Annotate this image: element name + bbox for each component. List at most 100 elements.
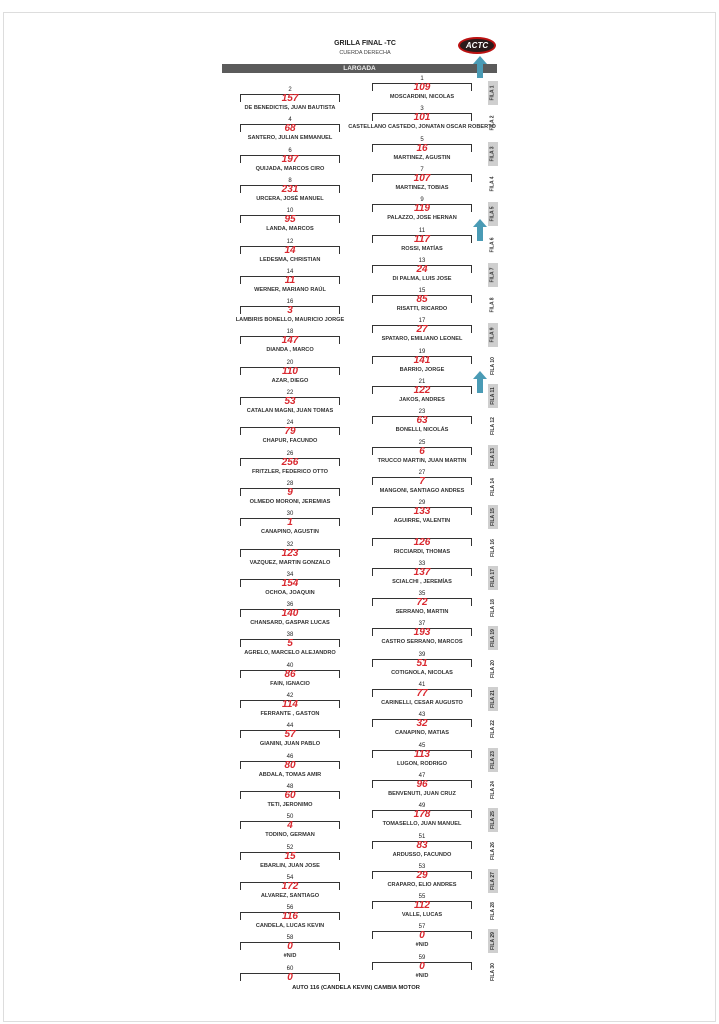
grid-position: 4 bbox=[288, 117, 292, 124]
grid-slot-right: 1 109 MOSCARDINI, NICOLAS bbox=[357, 76, 487, 106]
row-label: FILA 16 bbox=[488, 536, 498, 560]
grid-slot-left: 60 0 bbox=[225, 966, 355, 996]
slot-bracket bbox=[372, 810, 472, 819]
grid-slot-right: 59 0 #N/D bbox=[357, 955, 487, 985]
grid-slot-left: 12 14 LEDESMA, CHRISTIAN bbox=[225, 239, 355, 269]
grid-position: 5 bbox=[420, 136, 424, 143]
car-number: 0 bbox=[419, 930, 425, 942]
grid-position: 46 bbox=[286, 753, 294, 760]
car-number: 256 bbox=[281, 456, 299, 468]
grid-position: 47 bbox=[418, 772, 426, 779]
slot-bracket bbox=[372, 446, 472, 455]
grid-position: 25 bbox=[418, 439, 426, 446]
grid-position: 16 bbox=[286, 299, 294, 306]
car-number: 157 bbox=[281, 93, 299, 104]
row-label-text: FILA 5 bbox=[490, 206, 496, 222]
slot-bracket bbox=[240, 972, 340, 981]
car-number: 63 bbox=[416, 415, 428, 427]
car-number: 51 bbox=[416, 657, 428, 669]
car-number: 110 bbox=[282, 365, 298, 377]
car-number: 95 bbox=[284, 214, 296, 226]
grid-slot-right: 53 29 CRAPARO, ELIO ANDRES bbox=[357, 864, 487, 894]
grid-slot-right: 5 16 MARTINEZ, AGUSTIN bbox=[357, 137, 487, 167]
grid-slot-left: 30 1 CANAPINO, AGUSTIN bbox=[225, 511, 355, 541]
car-number: 140 bbox=[281, 608, 299, 620]
row-label-text: FILA 18 bbox=[490, 599, 496, 618]
driver-name: DIANDA , MARCO bbox=[266, 347, 314, 354]
car-number: 126 bbox=[413, 536, 431, 548]
grid-slot-left: 46 80 ABDALA, TOMAS AMIR bbox=[225, 754, 355, 784]
grid-position: 17 bbox=[418, 318, 426, 325]
row-label: FILA 27 bbox=[488, 868, 498, 893]
grid-position: 26 bbox=[286, 450, 294, 457]
car-number: 231 bbox=[281, 183, 299, 195]
slot-bracket bbox=[240, 306, 340, 315]
slot-bracket bbox=[240, 184, 340, 193]
driver-name: GIANINI, JUAN PABLO bbox=[259, 741, 321, 748]
row-label: FILA 5 bbox=[488, 202, 498, 227]
slot-bracket bbox=[372, 567, 472, 576]
row-label: FILA 29 bbox=[488, 929, 498, 954]
driver-name: LEDESMA, CHRISTIAN bbox=[259, 256, 321, 263]
grid-slot-right: 45 113 LUGON, RODRIGO bbox=[357, 743, 487, 773]
grid-slot-left: 58 0 #N/D bbox=[225, 935, 355, 965]
driver-name: CASTRO SERRANO, MARCOS bbox=[381, 639, 463, 646]
row-label: FILA 30 bbox=[488, 960, 498, 984]
car-number: 15 bbox=[284, 850, 296, 862]
grid-position: 9 bbox=[420, 197, 424, 204]
grid-position: 32 bbox=[286, 541, 294, 548]
grid-slot-left: 26 256 FRITZLER, FEDERICO OTTO bbox=[225, 451, 355, 481]
row-label-text: FILA 27 bbox=[490, 871, 496, 890]
grid-slot-right: 9 119 PALAZZO, JOSE HERNAN bbox=[357, 197, 487, 227]
grid-slot-right: 27 7 MANGONI, SANTIAGO ANDRES bbox=[357, 470, 487, 500]
row-label: FILA 28 bbox=[488, 899, 498, 923]
row-label-text: FILA 11 bbox=[490, 387, 497, 405]
car-number: 24 bbox=[416, 263, 428, 275]
grid-slot-right: 13 24 DI PALMA, LUIS JOSE bbox=[357, 258, 487, 288]
grid-position: 2 bbox=[288, 87, 292, 93]
document-sheet bbox=[3, 12, 716, 1022]
row-label: FILA 2 bbox=[488, 111, 498, 135]
grid-slot-right: 41 77 CARINELLI, CESAR AUGUSTO bbox=[357, 682, 487, 712]
driver-name: TOMASELLO, JUAN MANUEL bbox=[382, 821, 462, 828]
car-number: 83 bbox=[416, 839, 428, 851]
grid-position: 18 bbox=[286, 329, 294, 336]
row-label-text: FILA 1 bbox=[490, 85, 496, 101]
grid-position: 24 bbox=[286, 420, 294, 427]
slot-bracket bbox=[372, 173, 472, 182]
car-number: 0 bbox=[287, 971, 293, 983]
row-label-text: FILA 21 bbox=[490, 690, 496, 708]
grid-position: 52 bbox=[286, 844, 294, 851]
grid-position: 29 bbox=[418, 500, 426, 507]
grid-slot-left: 18 147 DIANDA , MARCO bbox=[225, 329, 355, 359]
grid-slot-left: 10 95 LANDA, MARCOS bbox=[225, 208, 355, 238]
grid-position: 30 bbox=[286, 511, 294, 518]
slot-bracket bbox=[240, 700, 340, 708]
slot-bracket bbox=[372, 840, 472, 849]
driver-name: OLMEDO MORONI, JEREMIAS bbox=[249, 498, 331, 505]
driver-name: EBARLIN, JUAN JOSE bbox=[260, 862, 320, 869]
grid-position: 50 bbox=[286, 814, 294, 821]
row-label: FILA 26 bbox=[488, 839, 498, 863]
slot-bracket bbox=[240, 669, 340, 678]
driver-name: AGUIRRE, VALENTIN bbox=[393, 518, 451, 525]
grid-slot-left: 2 157 DE BENEDICTIS, JUAN BAUTISTA bbox=[225, 87, 355, 117]
slot-bracket bbox=[240, 578, 340, 587]
grid-slot-left: 36 140 CHANSARD, GASPAR LUCAS bbox=[225, 602, 355, 632]
row-label-text: FILA 4 bbox=[490, 176, 496, 192]
row-label-text: FILA 2 bbox=[490, 115, 496, 131]
grid-slot-left: 6 197 QUIJADA, MARCOS CIRO bbox=[225, 148, 355, 178]
grid-slot-left: 4 68 SANTERO, JULIAN EMMANUEL bbox=[225, 117, 355, 147]
row-label-text: FILA 14 bbox=[490, 477, 496, 496]
slot-bracket bbox=[372, 83, 472, 91]
row-label-text: FILA 28 bbox=[490, 902, 496, 921]
grid-position: 1 bbox=[420, 76, 424, 82]
driver-name: LANDA, MARCOS bbox=[266, 226, 314, 233]
row-label: FILA 22 bbox=[488, 717, 498, 741]
grid-slot-right: 47 96 BENVENUTI, JUAN CRUZ bbox=[357, 773, 487, 803]
driver-name: RICCIARDI, THOMAS bbox=[393, 548, 451, 555]
car-number: 11 bbox=[284, 274, 296, 286]
car-number: 1 bbox=[287, 517, 293, 529]
document-subtitle: CUERDA DERECHA bbox=[339, 50, 391, 56]
grid-position: 7 bbox=[420, 166, 424, 173]
